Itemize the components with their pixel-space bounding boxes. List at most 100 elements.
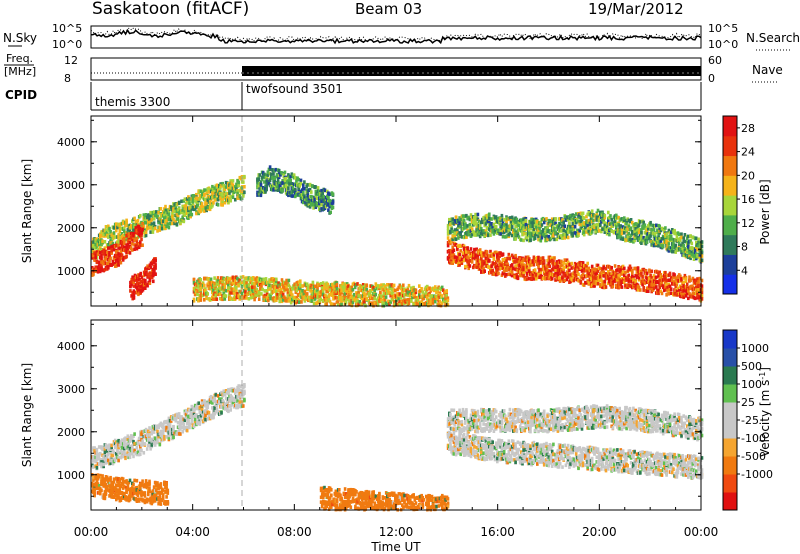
- range-cell: [310, 201, 313, 206]
- range-cell: [553, 227, 556, 231]
- range-cell: [287, 186, 290, 190]
- range-cell: [660, 280, 664, 285]
- range-cell: [473, 247, 476, 252]
- range-cell: [390, 291, 394, 295]
- range-cell: [440, 301, 444, 305]
- range-cell: [451, 245, 454, 250]
- range-cell: [235, 187, 238, 191]
- range-cell: [329, 199, 332, 204]
- range-cell: [287, 283, 291, 287]
- range-cell: [446, 236, 450, 240]
- range-cell: [582, 283, 586, 287]
- range-cell: [117, 241, 120, 245]
- range-cell: [315, 196, 319, 201]
- range-cell: [492, 272, 496, 276]
- range-cell: [331, 199, 335, 204]
- range-cell: [545, 217, 548, 221]
- range-cell: [219, 186, 222, 190]
- range-cell: [558, 279, 562, 283]
- range-cell: [652, 283, 656, 287]
- range-cell: [147, 274, 150, 279]
- range-cell: [260, 177, 264, 182]
- range-cell: [308, 182, 312, 187]
- range-cell: [116, 225, 119, 230]
- range-cell: [386, 283, 389, 287]
- range-cell: [450, 227, 453, 232]
- station-title: Saskatoon (fitACF): [92, 0, 249, 19]
- range-cell: [307, 197, 311, 201]
- freq-label-1: Freq.: [6, 52, 33, 65]
- range-cell: [155, 210, 158, 214]
- range-cell: [163, 216, 166, 220]
- range-cell: [570, 261, 573, 266]
- range-cell: [113, 235, 117, 239]
- range-cell: [312, 202, 315, 207]
- range-cell: [95, 250, 99, 254]
- range-cell: [223, 200, 227, 205]
- range-cell: [257, 177, 260, 182]
- range-cell: [650, 275, 653, 280]
- range-cell: [648, 268, 651, 273]
- range-cell: [284, 287, 287, 292]
- range-cell: [682, 276, 685, 280]
- range-cell: [367, 299, 371, 303]
- range-cell: [671, 278, 674, 282]
- range-cell: [548, 264, 552, 269]
- range-cell: [195, 193, 198, 197]
- range-cell: [524, 222, 528, 227]
- range-cell: [532, 255, 536, 260]
- range-cell: [191, 205, 195, 210]
- range-cell: [300, 300, 303, 304]
- range-cell: [451, 217, 454, 221]
- range-cell: [215, 185, 219, 190]
- range-cell: [168, 221, 172, 226]
- range-cell: [510, 263, 514, 267]
- range-cell: [650, 269, 653, 274]
- range-cell: [289, 300, 293, 305]
- range-cell: [550, 256, 554, 260]
- range-cell: [350, 285, 354, 289]
- range-cell: [434, 287, 437, 291]
- range-cell: [652, 274, 656, 278]
- range-cell: [624, 270, 627, 275]
- range-cell: [276, 295, 279, 300]
- range-cell: [243, 185, 246, 189]
- range-cell: [245, 296, 248, 300]
- range-cell: [128, 228, 132, 233]
- range-cell: [480, 250, 483, 255]
- range-cell: [118, 229, 122, 234]
- range-cell: [491, 268, 494, 273]
- range-cell: [507, 272, 511, 276]
- range-cell: [649, 273, 652, 278]
- range-cell: [276, 188, 280, 192]
- range-cell: [144, 279, 147, 283]
- range-cell: [228, 277, 231, 281]
- range-cell: [578, 228, 581, 233]
- range-cell: [642, 288, 645, 292]
- range-cell: [667, 278, 671, 282]
- range-cell: [256, 179, 259, 184]
- range-cell: [542, 220, 546, 225]
- range-cell: [501, 252, 505, 256]
- range-cell: [518, 270, 522, 274]
- range-cell: [219, 292, 222, 296]
- range-cell: [231, 179, 235, 183]
- range-cell: [468, 264, 472, 268]
- range-cell: [212, 287, 215, 292]
- range-cell: [203, 298, 206, 302]
- range-cell: [675, 289, 679, 293]
- range-cell: [347, 284, 350, 289]
- range-cell: [268, 165, 272, 169]
- range-cell: [247, 283, 251, 287]
- range-cell: [349, 291, 352, 295]
- range-cell: [105, 250, 109, 255]
- range-cell: [466, 224, 469, 228]
- range-cell: [532, 276, 536, 281]
- range-cell: [152, 279, 155, 284]
- cpid-label: CPID: [5, 88, 37, 102]
- range-cell: [462, 218, 466, 223]
- range-cell: [93, 245, 96, 250]
- range-cell: [476, 256, 480, 261]
- range-cell: [321, 281, 325, 285]
- range-cell: [331, 282, 334, 287]
